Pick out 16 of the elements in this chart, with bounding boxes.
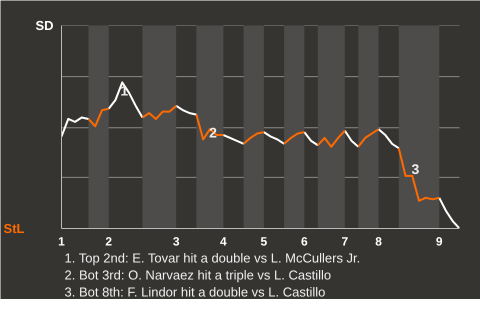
x-tick-label: 9: [436, 234, 443, 248]
text: SD: [35, 18, 54, 33]
x-tick-label: 7: [341, 234, 348, 248]
x-tick-label: 1: [58, 234, 66, 248]
text: StL: [4, 221, 25, 236]
x-tick-label: 6: [301, 234, 308, 248]
x-tick-label: 3: [172, 234, 180, 248]
x-tick-label: 2: [105, 234, 112, 248]
x-tick-label: 4: [220, 234, 228, 248]
x-tick-label: 8: [375, 234, 382, 248]
annotation: 3: [412, 160, 420, 177]
text: 2. Bot 3rd: O. Narvaez hit a triple vs L. Castillo: [64, 268, 332, 282]
text: 3. Bot 8th: F. Lindor hit a double vs L. Castillo: [64, 284, 326, 300]
text: 1. Top 2nd: E. Tovar hit a double vs L. McCullers Jr.: [64, 250, 360, 266]
annotation: 1: [120, 82, 128, 98]
x-tick-label: 5: [260, 234, 268, 248]
